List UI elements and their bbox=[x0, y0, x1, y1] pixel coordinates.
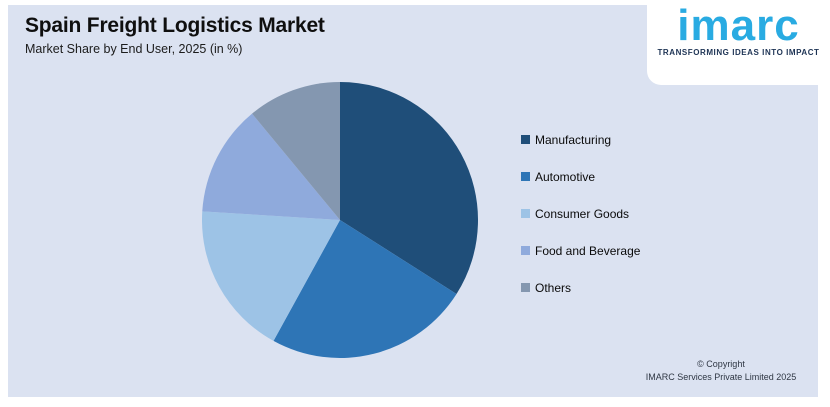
copyright-line1: © Copyright bbox=[697, 358, 745, 369]
copyright-line2: IMARC Services Private Limited 2025 bbox=[645, 371, 797, 382]
copyright-notice: © Copyright IMARC Services Private Limit… bbox=[636, 358, 806, 384]
pie-chart bbox=[201, 82, 479, 358]
legend-label: Automotive bbox=[535, 169, 596, 184]
legend-swatch-food-and-beverage bbox=[521, 246, 530, 255]
legend-label: Consumer Goods bbox=[535, 206, 630, 221]
legend-item-consumer-goods: Consumer Goods bbox=[521, 206, 640, 221]
legend-label: Others bbox=[535, 280, 572, 295]
legend-swatch-consumer-goods bbox=[521, 209, 530, 218]
legend-item-food-and-beverage: Food and Beverage bbox=[521, 243, 641, 258]
legend-swatch-manufacturing bbox=[521, 135, 530, 144]
legend-item-manufacturing: Manufacturing bbox=[521, 132, 640, 147]
pie-slice-automotive bbox=[273, 220, 457, 358]
legend-swatch-automotive bbox=[521, 172, 530, 181]
pie-slice-manufacturing bbox=[340, 82, 479, 294]
page-title: Spain Freight Logistics Market bbox=[25, 14, 325, 37]
legend-label: Manufacturing bbox=[535, 132, 612, 147]
pie-slice-consumer-goods bbox=[201, 211, 340, 341]
imarc-logo-wordmark: imarc bbox=[677, 1, 800, 50]
legend-item-others: Others bbox=[521, 280, 640, 295]
pie-slice-others bbox=[252, 82, 340, 220]
pie-chart-svg bbox=[201, 82, 479, 358]
legend-swatch-others bbox=[521, 283, 530, 292]
chart-legend: Manufacturing Automotive Consumer Goods … bbox=[521, 133, 640, 318]
imarc-logo-tagline: TRANSFORMING IDEAS INTO IMPACT bbox=[657, 48, 820, 58]
legend-item-automotive: Automotive bbox=[521, 169, 640, 184]
page-subtitle: Market Share by End User, 2025 (in %) bbox=[25, 42, 243, 56]
imarc-logo: imarc TRANSFORMING IDEAS INTO IMPACT bbox=[647, 0, 830, 85]
pie-slice-food-and-beverage bbox=[202, 113, 340, 220]
chart-header: Spain Freight Logistics Market Market Sh… bbox=[25, 14, 325, 56]
legend-label: Food and Beverage bbox=[535, 243, 641, 258]
